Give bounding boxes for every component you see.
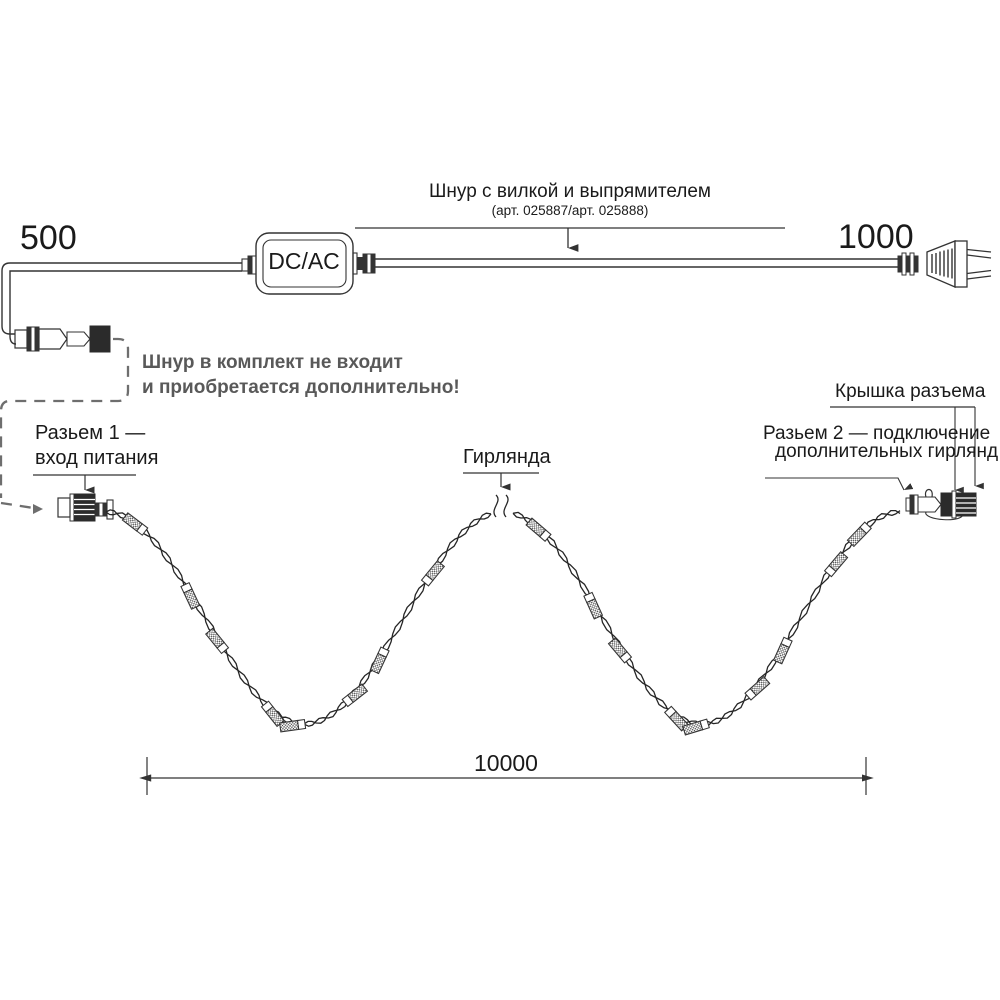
svg-text:Шнур с вилкой и выпрямителем: Шнур с вилкой и выпрямителем <box>429 181 711 202</box>
svg-text:Шнур в комплект не входит: Шнур в комплект не входит <box>142 352 403 373</box>
svg-text:10000: 10000 <box>474 750 538 776</box>
svg-text:1000: 1000 <box>838 218 914 256</box>
svg-text:вход питания: вход питания <box>35 447 158 469</box>
svg-text:и приобретается дополнительно!: и приобретается дополнительно! <box>142 377 460 398</box>
svg-text:Гирлянда: Гирлянда <box>463 446 552 468</box>
svg-text:(арт. 025887/арт. 025888): (арт. 025887/арт. 025888) <box>492 203 649 218</box>
svg-text:DC/AC: DC/AC <box>268 248 340 274</box>
svg-text:Крышка разъема: Крышка разъема <box>835 381 986 402</box>
svg-text:дополнительных гирлянд: дополнительных гирлянд <box>775 441 998 462</box>
svg-text:500: 500 <box>20 219 77 257</box>
svg-text:Разьем 1 —: Разьем 1 — <box>35 422 145 444</box>
